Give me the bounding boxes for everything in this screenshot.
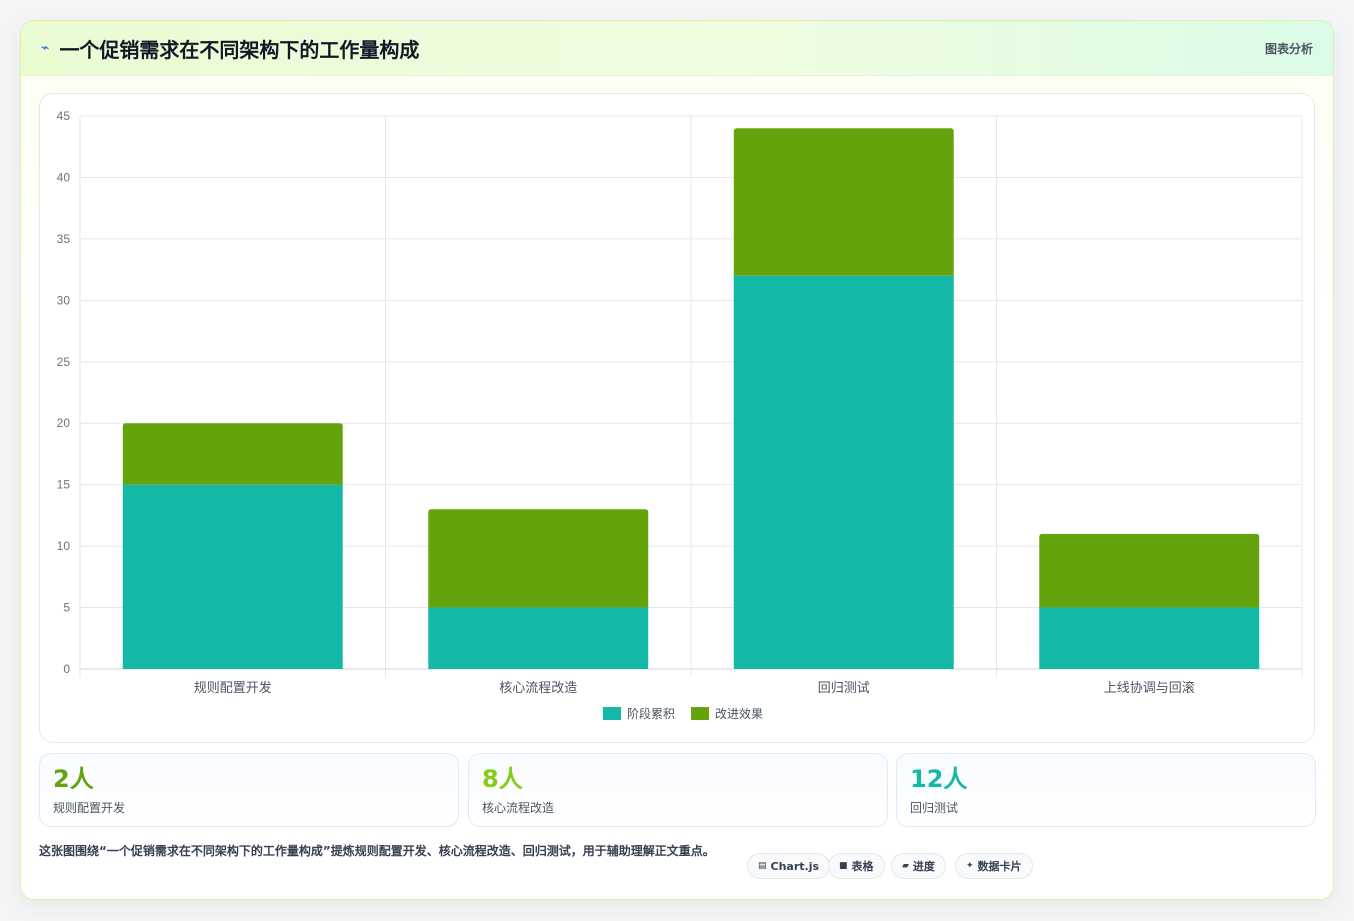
- stat-card-3: 12人 回归测试: [896, 753, 1316, 827]
- legend-label-0: 阶段累积: [627, 706, 675, 721]
- y-tick-label-8: 40: [57, 170, 71, 184]
- stat-value-2: 8人: [482, 765, 523, 793]
- y-tick-label-6: 30: [57, 293, 71, 307]
- pill-chartjs[interactable]: ▤ Chart.js: [747, 853, 831, 879]
- stat-label-1: 规则配置开发: [53, 801, 126, 815]
- stacked-bar-chart: 0 5 10 15 20 25 30 35 40 45 规则配置开发 核心流程改造 回归测试 上线协调与回…: [57, 109, 1303, 721]
- lightning-icon: ⌁: [41, 40, 50, 56]
- chart-analysis-tag: 图表分析: [1264, 41, 1313, 56]
- chart-icon: ▤: [758, 861, 767, 871]
- y-tick-label-7: 35: [57, 232, 71, 246]
- bar-1-3: [1039, 533, 1260, 608]
- chart-description: 这张图围绕“一个促销需求在不同架构下的工作量构成”提炼规则配置开发、核心流程改造…: [39, 844, 715, 858]
- pill-label-chartjs: Chart.js: [770, 859, 820, 873]
- bar-0-1: [428, 607, 649, 669]
- title-wrap: ⌁ 一个促销需求在不同架构下的工作量构成: [41, 34, 419, 63]
- pill-label-progress: 进度: [912, 860, 935, 873]
- y-tick-label-5: 25: [57, 355, 71, 369]
- y-tick-label-9: 45: [57, 109, 71, 123]
- bar-1-0: [122, 423, 343, 485]
- card-header: ⌁ 一个促销需求在不同架构下的工作量构成 图表分析: [21, 21, 1333, 76]
- bar-0-2: [733, 275, 954, 669]
- legend-label-1: 改进效果: [715, 706, 763, 721]
- x-tick-label-1: 核心流程改造: [499, 681, 577, 696]
- y-tick-label-4: 20: [57, 416, 71, 430]
- card-icon: ✦: [966, 861, 974, 871]
- y-tick-label-1: 5: [63, 601, 70, 615]
- legend-swatch-1: [691, 707, 709, 720]
- y-tick-label-0: 0: [63, 662, 70, 676]
- pill-label-table: 表格: [851, 860, 874, 873]
- stat-card-2: 8人 核心流程改造: [468, 753, 888, 827]
- pill-table[interactable]: ■ 表格: [828, 853, 885, 879]
- stat-value-3: 12人: [910, 765, 968, 793]
- y-tick-label-2: 10: [57, 539, 71, 553]
- progress-icon: ▰: [902, 861, 909, 871]
- pill-label-datacard: 数据卡片: [977, 860, 1022, 873]
- x-tick-label-3: 上线协调与回滚: [1104, 680, 1195, 696]
- stat-label-3: 回归测试: [910, 801, 959, 815]
- y-tick-label-3: 15: [57, 478, 71, 492]
- x-tick-label-2: 回归测试: [818, 681, 870, 696]
- stat-label-2: 核心流程改造: [482, 801, 555, 815]
- stat-value-1: 2人: [53, 765, 94, 793]
- x-tick-label-0: 规则配置开发: [194, 680, 272, 696]
- bar-0-3: [1039, 607, 1260, 669]
- bar-1-1: [428, 509, 649, 608]
- chart-title: 一个促销需求在不同架构下的工作量构成: [59, 37, 420, 62]
- pill-progress[interactable]: ▰ 进度: [891, 853, 946, 879]
- legend-swatch-0: [603, 707, 621, 720]
- chart-card: ⌁ 一个促销需求在不同架构下的工作量构成 图表分析 0 5 10 15 20 25 30 35…: [20, 20, 1334, 900]
- pill-datacard[interactable]: ✦ 数据卡片: [955, 853, 1033, 879]
- chart-container: 0 5 10 15 20 25 30 35 40 45 规则配置开发 核心流程改造 回归测试 上线协调与回…: [39, 93, 1315, 743]
- bar-0-0: [122, 484, 343, 669]
- bar-1-2: [733, 128, 954, 276]
- table-icon: ■: [839, 861, 848, 871]
- stat-card-1: 2人 规则配置开发: [39, 753, 459, 827]
